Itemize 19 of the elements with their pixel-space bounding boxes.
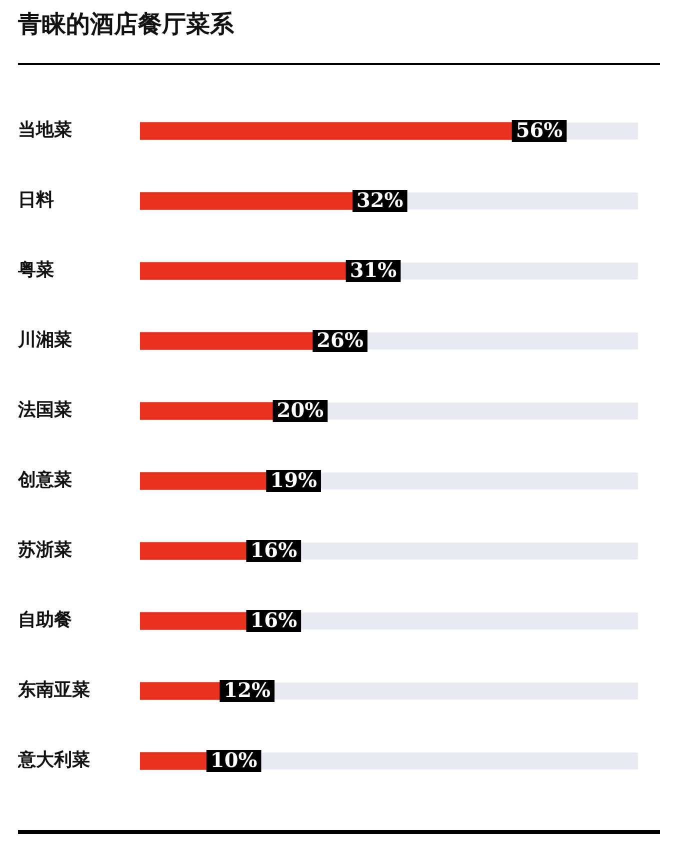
y-tick-label: 法国菜 — [17, 400, 72, 421]
y-tick-label: 自助餐 — [18, 610, 72, 631]
data-label: 16% — [250, 538, 298, 562]
chart-title: 青睐的酒店餐厅菜系 — [18, 9, 234, 40]
data-label: 12% — [224, 678, 271, 702]
data-label: 10% — [210, 748, 258, 772]
data-label: 32% — [356, 188, 404, 212]
data-label: 19% — [270, 468, 318, 492]
data-label: 31% — [350, 258, 397, 282]
data-label: 20% — [276, 398, 324, 422]
y-tick-label: 东南亚菜 — [17, 680, 90, 701]
y-tick-label: 当地菜 — [18, 120, 72, 141]
data-label: 56% — [516, 118, 563, 142]
data-label: 16% — [250, 608, 298, 632]
y-tick-label: 川湘菜 — [17, 330, 72, 351]
data-label: 26% — [316, 328, 364, 352]
y-tick-label: 粤菜 — [17, 260, 54, 281]
y-tick-label: 苏浙菜 — [17, 540, 72, 561]
y-tick-label: 日料 — [18, 190, 54, 211]
